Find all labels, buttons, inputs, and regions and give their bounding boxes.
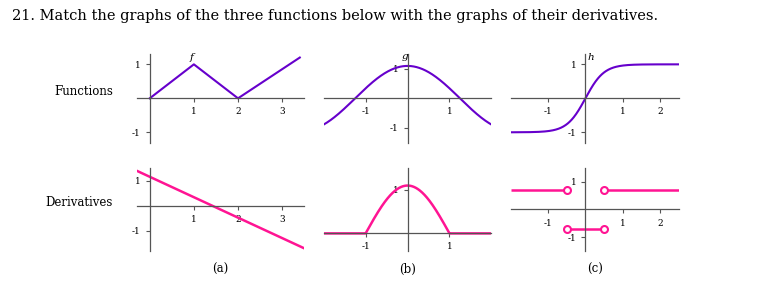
Text: 21. Match the graphs of the three functions below with the graphs of their deriv: 21. Match the graphs of the three functi… — [12, 9, 658, 23]
Text: g: g — [401, 52, 408, 61]
Text: f: f — [190, 53, 193, 62]
Text: (b): (b) — [399, 263, 416, 276]
Text: (c): (c) — [587, 263, 603, 276]
Text: Functions: Functions — [55, 85, 113, 98]
Text: (a): (a) — [212, 263, 229, 276]
Text: h: h — [587, 53, 594, 62]
Text: Derivatives: Derivatives — [46, 196, 113, 209]
